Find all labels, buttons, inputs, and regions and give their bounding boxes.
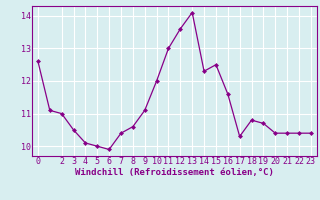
X-axis label: Windchill (Refroidissement éolien,°C): Windchill (Refroidissement éolien,°C) — [75, 168, 274, 177]
